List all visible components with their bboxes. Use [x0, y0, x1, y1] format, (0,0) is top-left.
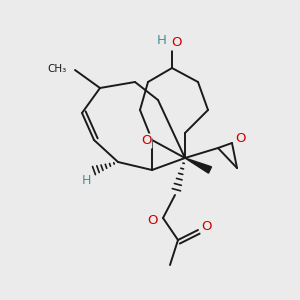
Text: O: O	[235, 133, 245, 146]
Text: O: O	[172, 37, 182, 50]
Text: H: H	[157, 34, 167, 46]
Text: O: O	[202, 220, 212, 233]
Text: O: O	[148, 214, 158, 227]
Text: O: O	[141, 134, 151, 148]
Polygon shape	[185, 158, 212, 173]
Text: H: H	[81, 173, 91, 187]
Text: CH₃: CH₃	[48, 64, 67, 74]
